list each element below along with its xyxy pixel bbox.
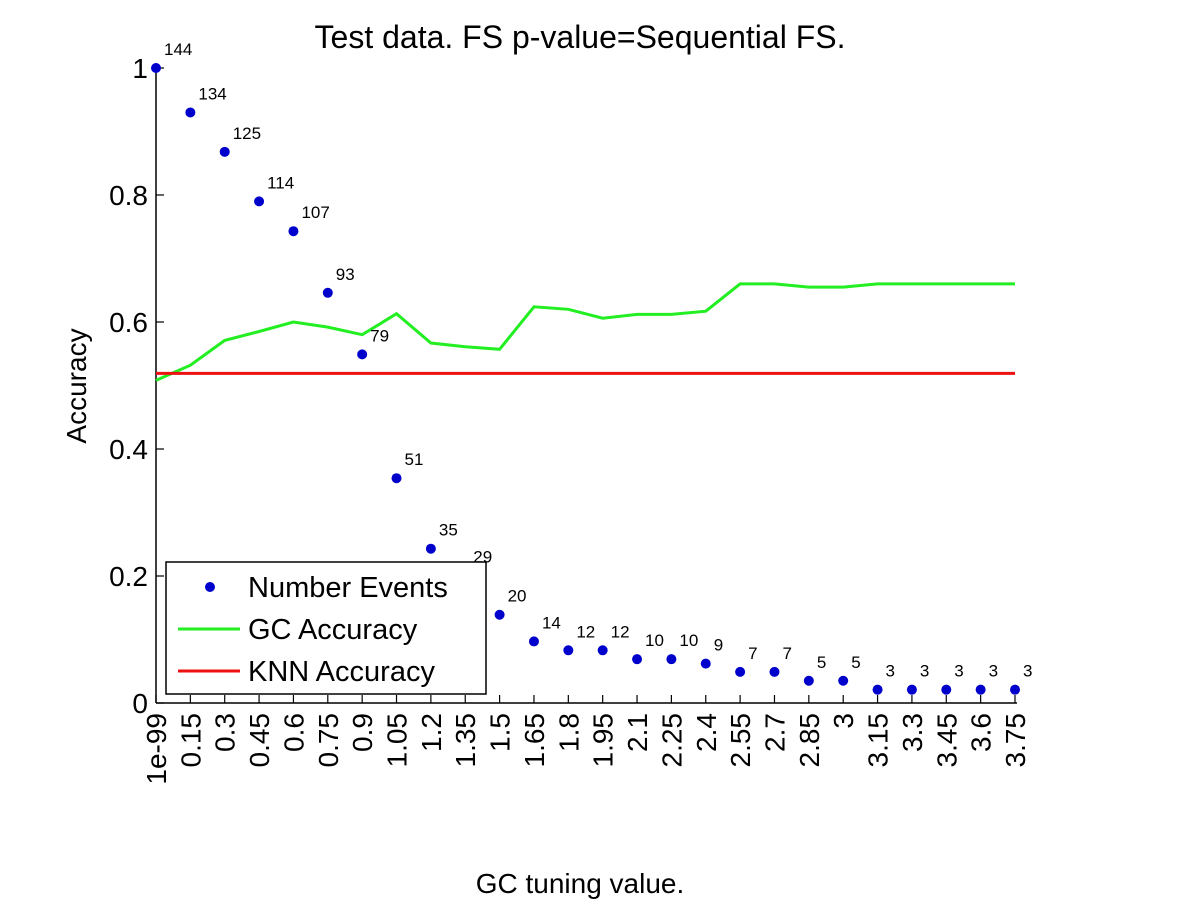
data-label: 5: [817, 653, 826, 672]
x-tick-label: 0.9: [347, 713, 378, 752]
x-tick-label: 0.6: [278, 713, 309, 752]
x-tick-label: 3.75: [1000, 713, 1031, 768]
data-point: [906, 684, 917, 695]
data-label: 114: [267, 173, 294, 192]
legend-label: Number Events: [248, 572, 448, 604]
data-label: 20: [508, 587, 527, 606]
data-label: 125: [233, 124, 261, 143]
x-tick-label: 1.05: [382, 713, 413, 768]
data-point: [803, 675, 814, 686]
legend-label: KNN Accuracy: [248, 656, 435, 688]
data-point: [1010, 684, 1020, 695]
y-axis-label: Accuracy: [61, 328, 92, 443]
x-tick-label: 3.45: [931, 713, 962, 768]
data-point: [597, 645, 608, 656]
data-point: [151, 63, 161, 73]
x-axis-ticks: 1e-99 0.15 0.3 0.45 0.6 0.75 0.9 1.05 1.2 1.35 1.5…: [141, 695, 1031, 785]
data-label: 10: [679, 631, 698, 650]
data-point: [838, 675, 849, 686]
data-label: 51: [405, 450, 424, 469]
x-tick-label: 2.1: [622, 713, 653, 752]
data-point: [666, 654, 677, 665]
data-point: [288, 226, 299, 237]
data-label: 7: [748, 644, 757, 663]
data-point: [872, 684, 883, 695]
data-label: 10: [645, 631, 664, 650]
x-tick-label: 0.15: [175, 713, 206, 768]
data-label: 3: [920, 662, 929, 681]
x-tick-label: 3.3: [897, 713, 928, 752]
data-point: [322, 287, 333, 298]
x-tick-label: 1.8: [553, 713, 584, 752]
x-tick-label: 1.95: [588, 713, 619, 768]
data-label: 79: [370, 326, 389, 345]
x-tick-label: 2.25: [656, 713, 687, 768]
data-label: 144: [164, 40, 192, 59]
x-tick-label: 0.3: [210, 713, 241, 752]
data-point: [975, 684, 986, 695]
data-point: [494, 609, 505, 620]
data-label: 14: [542, 613, 561, 632]
x-tick-label: 1.65: [519, 713, 550, 768]
y-tick-label: 1: [132, 53, 148, 84]
data-label: 3: [954, 662, 963, 681]
chart-title: Test data. FS p-value=Sequential FS.: [315, 19, 846, 55]
series-line-gc-accuracy: [155, 282, 1015, 382]
y-axis-ticks: 0 0.2 0.4 0.6 0.8 1: [109, 53, 164, 719]
data-point: [357, 349, 368, 360]
y-tick-label: 0.2: [109, 561, 148, 592]
x-tick-label: 3.6: [966, 713, 997, 752]
data-label: 35: [439, 521, 458, 540]
data-point: [632, 654, 643, 665]
data-label: 134: [198, 84, 226, 103]
data-point: [391, 473, 402, 484]
x-tick-label: 3.15: [863, 713, 894, 768]
x-tick-label: 3: [828, 713, 859, 729]
x-tick-label: 2.7: [759, 713, 790, 752]
data-label: 3: [1023, 662, 1032, 681]
data-point: [735, 666, 746, 677]
data-label: 107: [301, 203, 329, 222]
data-point: [563, 645, 574, 656]
y-tick-label: 0.8: [109, 180, 148, 211]
data-label: 12: [611, 622, 630, 641]
axes: [155, 66, 1017, 704]
data-label: 9: [714, 636, 723, 655]
data-point: [941, 684, 952, 695]
y-tick-label: 0.4: [109, 434, 148, 465]
data-label: 12: [576, 622, 595, 641]
data-label: 5: [851, 653, 860, 672]
data-point: [185, 107, 196, 118]
x-tick-label: 1.5: [485, 713, 516, 752]
x-tick-label: 1.35: [450, 713, 481, 768]
data-label: 93: [336, 265, 355, 284]
data-label: 3: [989, 662, 998, 681]
data-label: 3: [886, 662, 895, 681]
data-point: [700, 658, 711, 669]
data-point: [219, 146, 230, 157]
data-point: [528, 636, 539, 647]
series-lines: [155, 282, 1015, 382]
x-axis-label: GC tuning value.: [476, 868, 685, 899]
data-point: [425, 543, 436, 554]
x-tick-label: 2.55: [725, 713, 756, 768]
legend: Number Events GC Accuracy KNN Accuracy: [165, 561, 487, 695]
data-point: [254, 196, 265, 207]
y-tick-label: 0: [132, 688, 148, 719]
x-tick-label: 2.4: [691, 713, 722, 752]
data-label: 7: [782, 644, 791, 663]
x-tick-label: 0.75: [313, 713, 344, 768]
data-point: [769, 666, 780, 677]
y-tick-label: 0.6: [109, 307, 148, 338]
legend-marker: [205, 582, 215, 592]
x-tick-label: 1e-99: [141, 713, 172, 785]
x-tick-label: 0.45: [244, 713, 275, 768]
x-tick-label: 1.2: [416, 713, 447, 752]
x-tick-label: 2.85: [794, 713, 825, 768]
legend-label: GC Accuracy: [248, 614, 418, 646]
